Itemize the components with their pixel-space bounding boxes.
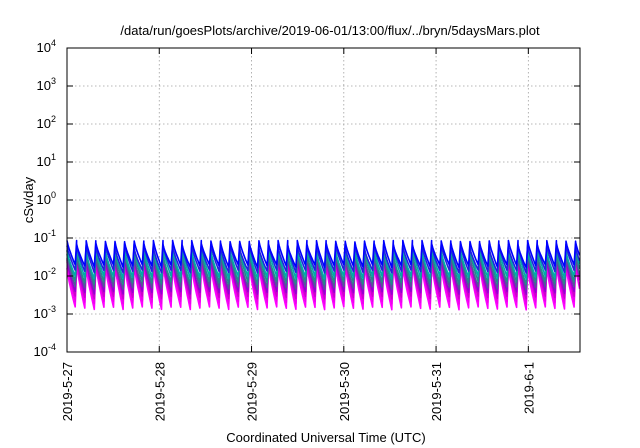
x-tick-label: 2019-5-31 <box>429 362 444 421</box>
y-tick-labels: 10-4 10-3 10-2 10-1 100 101 102 103 104 <box>34 38 580 359</box>
y-tick-label: 102 <box>37 114 56 131</box>
y-axis-label: cSv/day <box>21 176 36 223</box>
y-tick-label: 103 <box>37 76 56 93</box>
x-tick-label: 2019-6-1 <box>521 362 536 414</box>
y-tick-label: 10-2 <box>34 266 56 283</box>
x-tick-label: 2019-5-28 <box>152 362 167 421</box>
y-tick-label: 100 <box>37 190 56 207</box>
x-tick-label: 2019-5-27 <box>60 362 75 421</box>
x-tick-labels: 2019-5-27 2019-5-28 2019-5-29 2019-5-30 2019… <box>60 48 536 421</box>
x-tick-label: 2019-5-29 <box>245 362 260 421</box>
plot-frame <box>66 47 581 353</box>
y-tick-label: 101 <box>37 152 56 169</box>
series-line <box>66 239 581 269</box>
y-tick-label: 104 <box>37 38 56 55</box>
y-tick-label: 10-1 <box>34 228 56 245</box>
y-tick-label: 10-3 <box>34 304 56 321</box>
y-tick-label: 10-4 <box>34 342 56 359</box>
x-tick-label: 2019-5-30 <box>337 362 352 421</box>
chart-title: /data/run/goesPlots/archive/2019-06-01/1… <box>120 23 540 38</box>
series-group <box>66 239 581 311</box>
x-axis-label: Coordinated Universal Time (UTC) <box>226 430 425 445</box>
